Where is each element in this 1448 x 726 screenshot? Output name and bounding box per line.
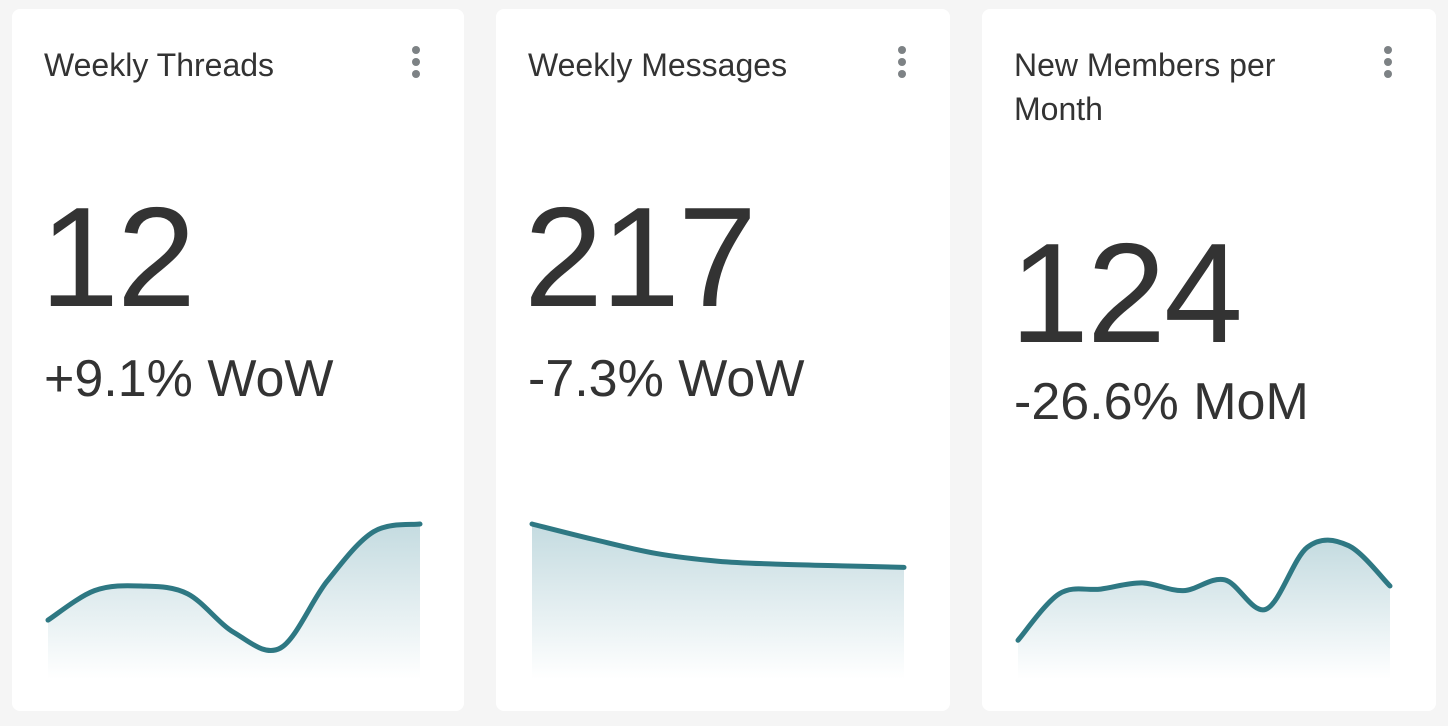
sparkline-area bbox=[48, 524, 420, 679]
more-vertical-icon[interactable] bbox=[404, 45, 428, 79]
trend-sparkline bbox=[45, 521, 423, 679]
metric-change: -7.3% WoW bbox=[528, 350, 805, 408]
metric-change: +9.1% WoW bbox=[44, 350, 334, 408]
card-title: Weekly Threads bbox=[44, 47, 275, 83]
trend-sparkline bbox=[529, 521, 907, 679]
weekly-messages-card: Weekly Messages 217 -7.3% WoW bbox=[496, 9, 950, 711]
sparkline-line bbox=[45, 521, 423, 653]
metric-value: 124 bbox=[1010, 214, 1243, 373]
more-vertical-icon[interactable] bbox=[890, 45, 914, 79]
sparkline-line bbox=[529, 521, 907, 570]
metric-value: 217 bbox=[524, 178, 757, 337]
metric-change: -26.6% MoM bbox=[1014, 373, 1309, 431]
sparkline-area bbox=[532, 524, 904, 679]
card-title: Weekly Messages bbox=[528, 47, 788, 83]
sparkline-line bbox=[1015, 537, 1393, 643]
metric-value: 12 bbox=[40, 178, 196, 337]
weekly-threads-card: Weekly Threads 12 +9.1% WoW bbox=[12, 9, 464, 711]
trend-sparkline bbox=[1015, 537, 1393, 679]
sparkline-area bbox=[1018, 540, 1390, 679]
new-members-card: New Members per Month 124 -26.6% MoM bbox=[982, 9, 1436, 711]
more-vertical-icon[interactable] bbox=[1376, 45, 1400, 79]
card-title: New Members per Month bbox=[1014, 47, 1276, 127]
